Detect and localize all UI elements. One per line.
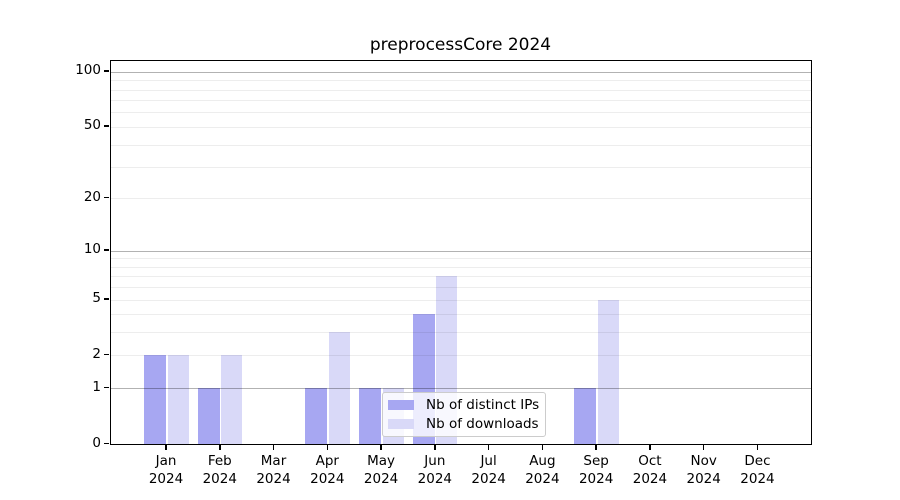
y-tick-2 bbox=[104, 353, 109, 356]
chart-title: preprocessCore 2024 bbox=[369, 35, 552, 55]
gridline-minor-40 bbox=[111, 144, 811, 146]
legend-label-distinct-ips: Nb of distinct IPs bbox=[426, 397, 540, 413]
y-tick-label-50: 50 bbox=[83, 117, 101, 134]
bar-downloads-sep bbox=[597, 299, 619, 444]
x-tick-apr bbox=[326, 444, 329, 450]
y-tick-label-10: 10 bbox=[83, 241, 101, 258]
y-tick-label-2: 2 bbox=[92, 345, 101, 362]
gridline-minor-90 bbox=[111, 80, 811, 82]
y-tick-20 bbox=[104, 196, 109, 199]
y-tick-label-20: 20 bbox=[83, 188, 101, 205]
gridline-minor-9 bbox=[111, 258, 811, 260]
x-tick-label-nov: Nov 2024 bbox=[686, 453, 721, 487]
gridline-minor-80 bbox=[111, 89, 811, 91]
gridline-minor-2 bbox=[111, 355, 811, 357]
x-tick-label-jun: Jun 2024 bbox=[417, 453, 453, 487]
gridline-minor-4 bbox=[111, 314, 811, 316]
gridline-minor-7 bbox=[111, 276, 811, 278]
bar-downloads-feb bbox=[221, 355, 243, 444]
x-tick-label-apr: Apr 2024 bbox=[310, 453, 345, 487]
x-tick-dec bbox=[756, 444, 759, 450]
y-tick-100 bbox=[104, 70, 109, 72]
legend-label-downloads: Nb of downloads bbox=[426, 416, 539, 432]
x-tick-aug bbox=[541, 444, 544, 450]
gridline-minor-30 bbox=[111, 167, 811, 169]
x-tick-mar bbox=[272, 444, 275, 450]
bar-distinct-ips-feb bbox=[197, 388, 220, 444]
gridline-major-1 bbox=[111, 388, 811, 390]
y-tick-0 bbox=[104, 442, 109, 444]
bar-distinct-ips-sep bbox=[574, 388, 597, 444]
y-tick-1 bbox=[104, 386, 109, 389]
bar-downloads-jan bbox=[167, 355, 189, 444]
y-tick-label-5: 5 bbox=[92, 290, 101, 306]
x-tick-label-sep: Sep 2024 bbox=[578, 453, 614, 487]
gridline-minor-8 bbox=[111, 266, 811, 268]
x-tick-oct bbox=[649, 444, 651, 450]
bar-distinct-ips-apr bbox=[305, 388, 328, 444]
x-tick-label-mar: Mar 2024 bbox=[256, 453, 291, 487]
x-tick-label-dec: Dec 2024 bbox=[740, 453, 775, 487]
legend-swatch-downloads bbox=[388, 419, 414, 429]
x-tick-label-jan: Jan 2024 bbox=[148, 453, 184, 487]
gridline-minor-6 bbox=[111, 287, 811, 289]
bar-downloads-apr bbox=[328, 332, 350, 444]
x-tick-jun bbox=[434, 444, 436, 450]
bar-distinct-ips-may bbox=[359, 388, 382, 444]
x-tick-label-jul: Jul 2024 bbox=[471, 453, 506, 487]
gridline-minor-20 bbox=[111, 198, 811, 200]
gridline-major-100 bbox=[111, 71, 811, 73]
gridline-minor-5 bbox=[111, 299, 811, 301]
gridline-minor-70 bbox=[111, 100, 811, 102]
x-tick-sep bbox=[595, 444, 597, 450]
y-tick-label-100: 100 bbox=[75, 62, 101, 79]
y-tick-label-0: 0 bbox=[92, 434, 101, 451]
gridline-minor-3 bbox=[111, 332, 811, 334]
legend-item-distinct-ips: Nb of distinct IPs bbox=[383, 397, 545, 413]
legend-item-downloads: Nb of downloads bbox=[383, 416, 545, 432]
plot-area: Nb of distinct IPs Nb of downloads bbox=[110, 60, 812, 445]
x-tick-label-feb: Feb 2024 bbox=[202, 453, 237, 487]
x-tick-jan bbox=[165, 444, 167, 450]
y-tick-5 bbox=[104, 298, 109, 300]
gridline-major-10 bbox=[111, 250, 811, 252]
y-tick-10 bbox=[104, 249, 109, 251]
y-tick-label-1: 1 bbox=[92, 378, 101, 395]
bar-distinct-ips-jan bbox=[144, 355, 166, 444]
y-tick-50 bbox=[104, 125, 109, 127]
x-tick-nov bbox=[702, 444, 705, 450]
gridline-minor-60 bbox=[111, 112, 811, 114]
x-tick-label-oct: Oct 2024 bbox=[632, 453, 668, 487]
x-tick-jul bbox=[487, 444, 490, 450]
x-tick-feb bbox=[219, 444, 221, 450]
x-tick-label-may: May 2024 bbox=[363, 453, 399, 487]
x-tick-may bbox=[380, 444, 382, 450]
x-tick-label-aug: Aug 2024 bbox=[525, 453, 560, 487]
legend-swatch-distinct-ips bbox=[388, 400, 414, 410]
legend: Nb of distinct IPs Nb of downloads bbox=[382, 392, 546, 437]
gridline-minor-50 bbox=[111, 126, 811, 128]
